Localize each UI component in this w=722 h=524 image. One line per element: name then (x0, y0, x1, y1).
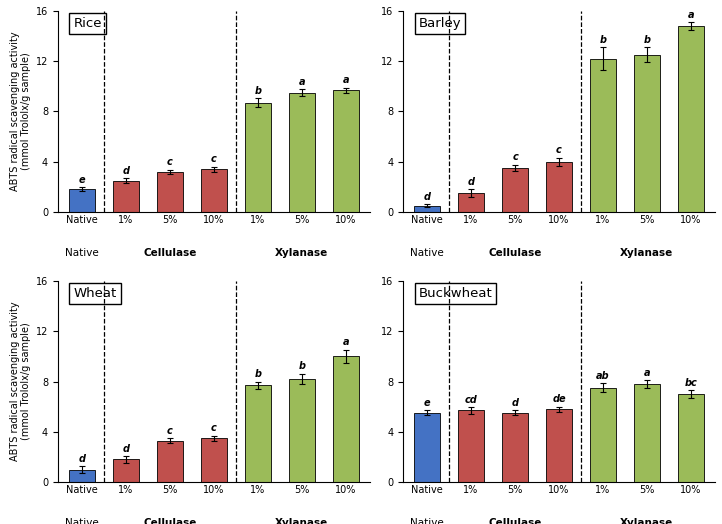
Text: b: b (254, 86, 261, 96)
Text: c: c (556, 146, 562, 156)
Text: a: a (687, 10, 694, 20)
Text: b: b (643, 35, 651, 45)
Text: Buckwheat: Buckwheat (419, 287, 492, 300)
Text: c: c (512, 152, 518, 162)
Bar (678, 26, 704, 212)
Text: Native: Native (410, 248, 444, 258)
Text: Native: Native (65, 248, 99, 258)
Bar (113, 460, 139, 482)
Text: Cellulase: Cellulase (143, 248, 196, 258)
Text: b: b (254, 369, 261, 379)
Text: d: d (424, 192, 430, 202)
Bar (502, 413, 529, 482)
Bar (590, 59, 616, 212)
Bar (634, 384, 660, 482)
Text: d: d (511, 398, 518, 408)
Text: Native: Native (65, 518, 99, 524)
Bar (157, 172, 183, 212)
Text: d: d (123, 444, 129, 454)
Bar (333, 356, 359, 482)
Bar (201, 438, 227, 482)
Text: Rice: Rice (74, 17, 102, 30)
Text: c: c (167, 157, 173, 167)
Bar (546, 409, 572, 482)
Text: d: d (79, 454, 85, 464)
Text: c: c (211, 423, 217, 433)
Text: a: a (342, 75, 349, 85)
Text: Wheat: Wheat (74, 287, 117, 300)
Text: b: b (298, 362, 305, 372)
Bar (678, 394, 704, 482)
Text: d: d (123, 166, 129, 176)
Bar (245, 385, 271, 482)
Text: bc: bc (684, 378, 697, 388)
Text: Cellulase: Cellulase (488, 518, 542, 524)
Bar (458, 410, 484, 482)
Text: b: b (599, 35, 606, 45)
Bar (69, 470, 95, 482)
Bar (414, 413, 440, 482)
Text: d: d (468, 177, 474, 187)
Bar (546, 162, 572, 212)
Bar (590, 388, 616, 482)
Text: a: a (298, 77, 305, 87)
Bar (245, 103, 271, 212)
Text: Xylanase: Xylanase (620, 248, 674, 258)
Text: cd: cd (465, 395, 477, 405)
Bar (157, 441, 183, 482)
Bar (502, 168, 529, 212)
Text: Xylanase: Xylanase (620, 518, 674, 524)
Text: ab: ab (596, 371, 610, 381)
Bar (414, 206, 440, 212)
Bar (113, 181, 139, 212)
Text: Native: Native (410, 518, 444, 524)
Text: a: a (342, 337, 349, 347)
Text: Xylanase: Xylanase (275, 248, 329, 258)
Bar (333, 90, 359, 212)
Text: Cellulase: Cellulase (488, 248, 542, 258)
Bar (289, 379, 315, 482)
Text: c: c (211, 154, 217, 164)
Text: a: a (643, 368, 651, 378)
Text: Xylanase: Xylanase (275, 518, 329, 524)
Bar (69, 189, 95, 212)
Bar (201, 169, 227, 212)
Bar (289, 93, 315, 212)
Text: Barley: Barley (419, 17, 461, 30)
Text: c: c (167, 425, 173, 435)
Y-axis label: ABTS radical scavenging activity
(mmol Trololx/g sample): ABTS radical scavenging activity (mmol T… (10, 302, 32, 461)
Text: e: e (79, 175, 85, 185)
Text: e: e (424, 398, 430, 408)
Text: Cellulase: Cellulase (143, 518, 196, 524)
Text: de: de (552, 394, 566, 404)
Y-axis label: ABTS radical scavenging activity
(mmol Trololx/g sample): ABTS radical scavenging activity (mmol T… (10, 31, 32, 191)
Bar (458, 193, 484, 212)
Bar (634, 55, 660, 212)
